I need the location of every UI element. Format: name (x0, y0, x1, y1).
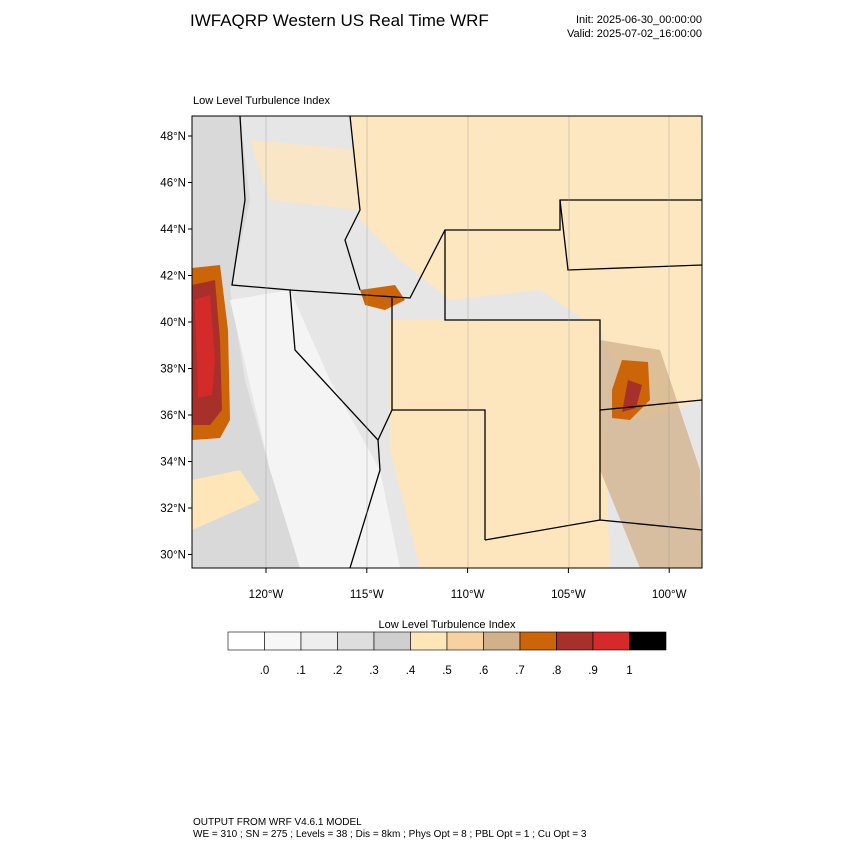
map-subtitle: Low Level Turbulence Index (193, 95, 330, 107)
colorbar-label: .2 (333, 665, 343, 677)
lat-label: 38°N (160, 364, 186, 376)
colorbar-box (264, 631, 302, 651)
lat-label: 34°N (160, 457, 186, 469)
lon-label: 100°W (652, 589, 687, 601)
ocean-area (192, 116, 340, 568)
lat-label: 46°N (160, 178, 186, 190)
colorbar: .0 .1 .2 .3 .4 .5 .6 .7 .8 .9 1 (227, 631, 667, 677)
footer-line: OUTPUT FROM WRF V4.6.1 MODEL (193, 817, 362, 828)
colorbar-label: .3 (369, 665, 379, 677)
lon-label: 105°W (551, 589, 586, 601)
map-field (192, 116, 702, 568)
colorbar-box (483, 631, 521, 651)
low-area (230, 290, 400, 568)
lon-label: 120°W (249, 589, 284, 601)
lat-label: 30°N (160, 550, 186, 562)
colorbar-title: Low Level Turbulence Index (379, 619, 516, 631)
colorbar-label: .9 (588, 665, 598, 677)
colorbar-box (300, 631, 338, 651)
map-frame (191, 115, 703, 569)
lat-label: 42°N (160, 271, 186, 283)
colorbar-label: .1 (296, 665, 306, 677)
high-area (360, 285, 405, 310)
colorbar-box (227, 631, 265, 651)
colorbar-label: .8 (552, 665, 562, 677)
colorbar-box (410, 631, 448, 651)
very-high-area (195, 295, 215, 398)
colorbar-label: .6 (479, 665, 489, 677)
valid-time: Valid: 2025-07-02_16:00:00 (567, 28, 702, 40)
colorbar-label: .4 (406, 665, 416, 677)
lat-label: 44°N (160, 224, 186, 236)
very-high-area (622, 380, 642, 412)
graticule (265, 116, 670, 568)
colorbar-label: 1 (626, 665, 632, 677)
colorbar-box (337, 631, 375, 651)
moderate-area (192, 470, 260, 530)
moderate-area (390, 320, 610, 568)
colorbar-box (556, 631, 594, 651)
colorbar-label: .5 (442, 665, 452, 677)
lat-label: 48°N (160, 131, 186, 143)
footer-line: WE = 310 ; SN = 275 ; Levels = 38 ; Dis … (193, 829, 587, 840)
moderate-area (250, 140, 360, 210)
lat-label: 36°N (160, 410, 186, 422)
colorbar-label: .0 (260, 665, 270, 677)
colorbar-box (373, 631, 411, 651)
colorbar-box (446, 631, 484, 651)
colorbar-box (519, 631, 557, 651)
state-borders (231, 116, 702, 568)
title: IWFAQRP Western US Real Time WRF (190, 11, 489, 30)
lat-label: 32°N (160, 503, 186, 515)
lon-label: 115°W (350, 589, 384, 601)
init-time: Init: 2025-06-30_00:00:00 (576, 14, 702, 26)
colorbar-box (592, 631, 630, 651)
lat-label: 40°N (160, 317, 186, 329)
colorbar-label: .7 (515, 665, 525, 677)
colorbar-box (629, 631, 667, 651)
lon-label: 110°W (451, 589, 485, 601)
